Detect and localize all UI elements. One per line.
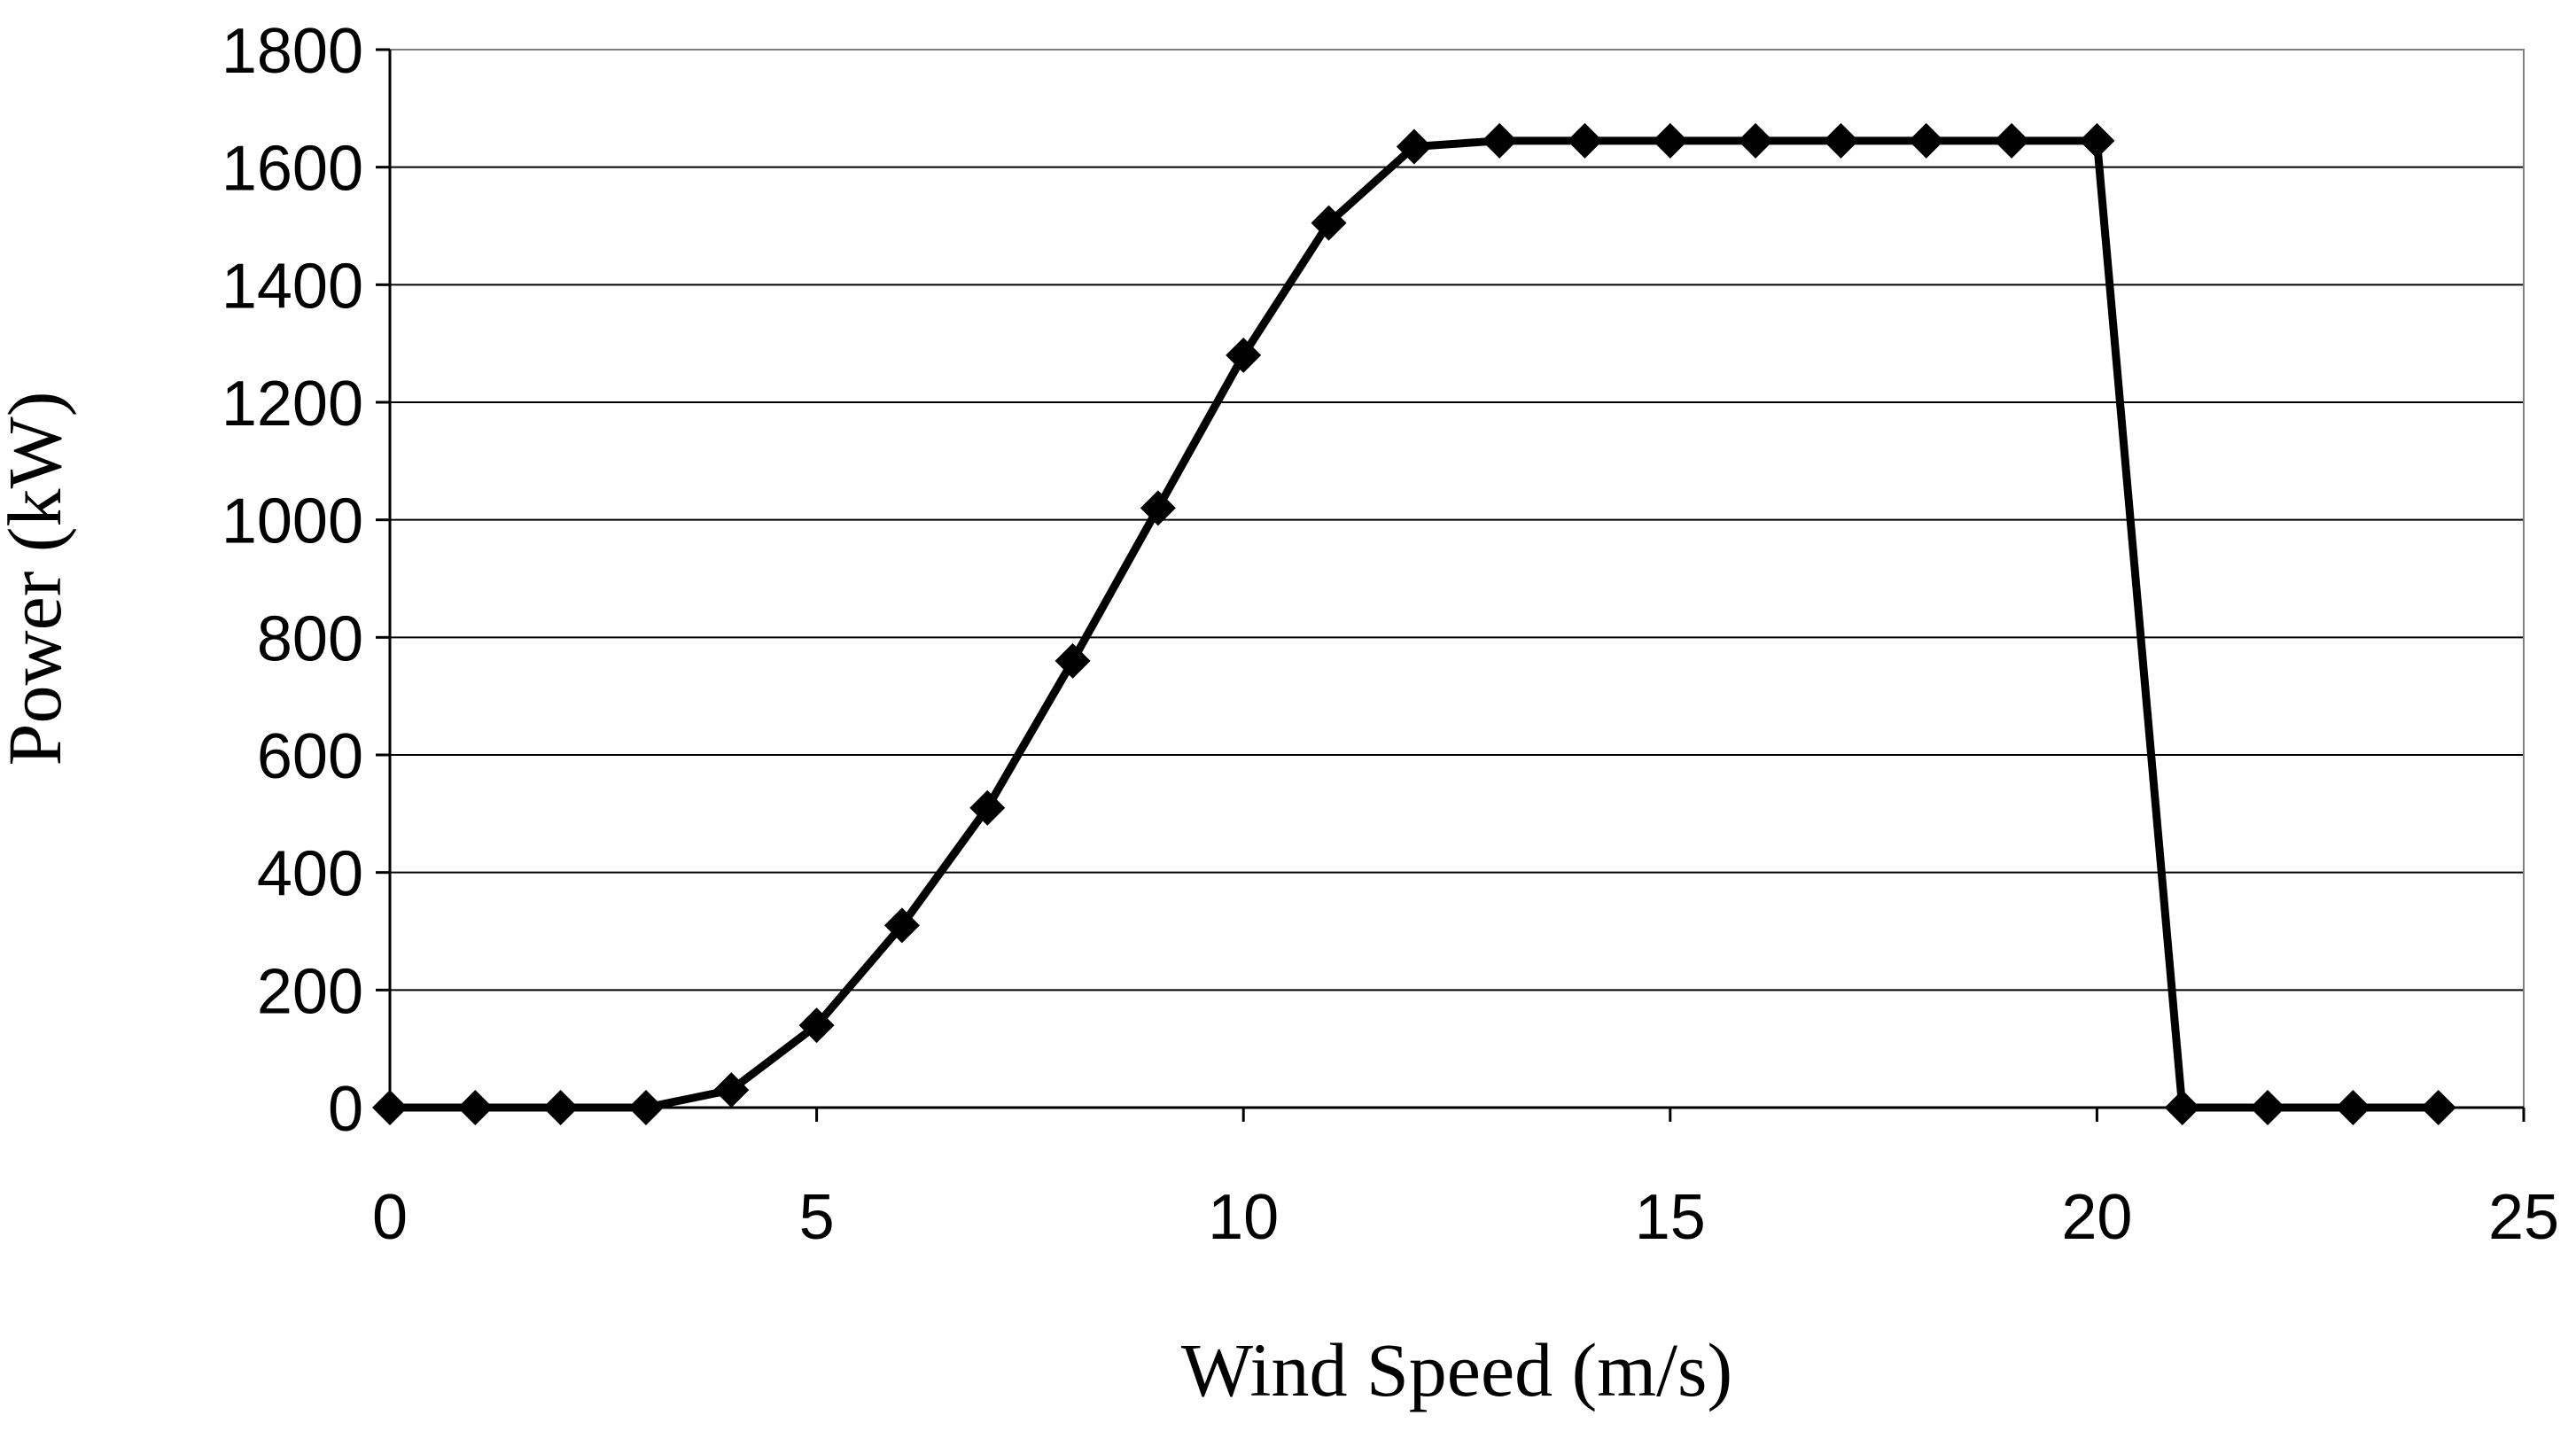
x-axis-title: Wind Speed (m/s)	[1181, 1327, 1732, 1412]
y-tick-label: 1200	[222, 369, 363, 439]
data-point-marker	[2420, 1090, 2456, 1125]
data-point-marker	[1226, 337, 1262, 373]
data-point-marker	[1738, 122, 1774, 159]
x-tick-label: 5	[799, 1182, 835, 1253]
plot-area-frame	[389, 49, 2525, 1108]
x-tick-label: 15	[1635, 1182, 1706, 1253]
data-point-marker	[2079, 122, 2115, 159]
data-point-marker	[1652, 122, 1688, 159]
data-point-marker	[627, 1090, 664, 1125]
y-axis-title: Power (kW)	[0, 392, 77, 766]
series-power	[372, 122, 2456, 1125]
y-tick-label: 1600	[222, 134, 363, 205]
data-point-marker	[1908, 122, 1944, 159]
x-tick-label: 0	[372, 1182, 408, 1253]
series-line	[390, 136, 2439, 1112]
x-tick-labels: 0 5 10 15 20 25	[372, 1182, 2559, 1253]
axes	[376, 48, 2525, 1122]
data-point-marker	[1140, 490, 1176, 526]
x-tick-label: 10	[1208, 1182, 1279, 1253]
data-point-marker	[2164, 1090, 2200, 1125]
data-point-marker	[1994, 122, 2030, 159]
data-point-marker	[883, 907, 920, 944]
data-point-marker	[372, 1090, 408, 1125]
data-point-marker	[542, 1090, 579, 1125]
y-tick-label: 600	[257, 721, 363, 792]
data-point-marker	[2335, 1090, 2371, 1125]
data-point-marker	[1482, 122, 1518, 159]
x-tick-label: 25	[2488, 1182, 2559, 1253]
data-point-marker	[798, 1007, 835, 1044]
y-tick-label: 200	[257, 956, 363, 1027]
data-point-marker	[1311, 205, 1347, 241]
y-tick-labels: 0 200 400 600 800 1000 1200 1400 1600 1800	[222, 16, 363, 1145]
data-point-marker	[1823, 122, 1859, 159]
y-tick-label: 400	[257, 839, 363, 910]
y-tick-label: 1000	[222, 486, 363, 557]
y-tick-label: 1800	[222, 16, 363, 87]
y-tick-label: 800	[257, 603, 363, 674]
data-point-marker	[1396, 128, 1432, 165]
data-point-marker	[1055, 642, 1091, 679]
data-point-marker	[713, 1072, 750, 1108]
data-point-marker	[1567, 122, 1603, 159]
y-tick-label: 1400	[222, 251, 363, 322]
y-tick-label: 0	[328, 1074, 363, 1145]
gridlines	[390, 49, 2524, 992]
data-point-marker	[457, 1090, 494, 1125]
data-point-marker	[2250, 1090, 2286, 1125]
data-point-marker	[969, 789, 1006, 826]
x-tick-label: 20	[2061, 1182, 2132, 1253]
